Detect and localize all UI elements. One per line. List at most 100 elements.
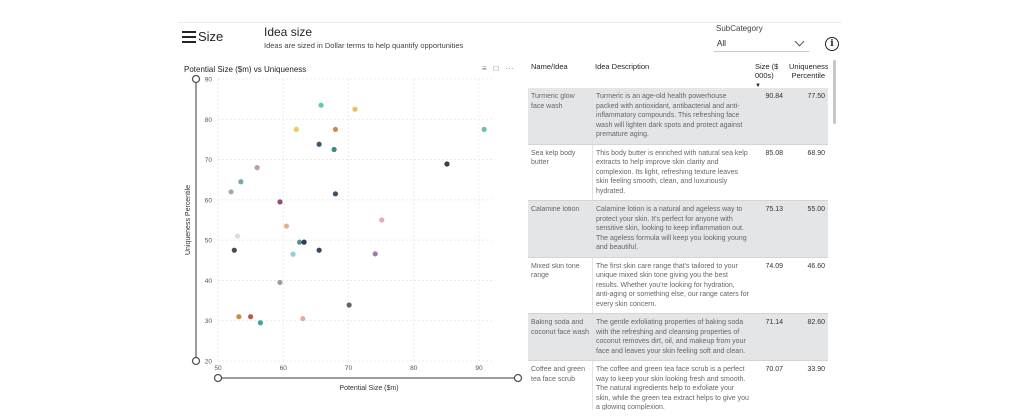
sort-desc-icon: ▼	[755, 83, 761, 89]
subcategory-dropdown[interactable]: All	[714, 36, 809, 52]
y-tick-label: 20	[205, 359, 213, 366]
y-range-slider-handle-bottom[interactable]	[191, 356, 201, 366]
scatter-point[interactable]	[290, 251, 296, 257]
cell-name: Mixed skin tone range	[531, 262, 580, 280]
col-header-name[interactable]: Name/Idea	[531, 62, 568, 71]
col-header-description[interactable]: Idea Description	[595, 62, 650, 71]
chart-grid	[217, 78, 492, 362]
table-scrollbar[interactable]	[833, 60, 836, 124]
table-header: Name/Idea Idea Description Size ($ 000s)…	[528, 58, 828, 91]
table-row[interactable]: Coffee and green tea face scrub The coffe…	[528, 361, 828, 410]
ideas-table: Name/Idea Idea Description Size ($ 000s)…	[528, 58, 828, 410]
scatter-point[interactable]	[318, 102, 324, 108]
scatter-point[interactable]	[352, 106, 358, 112]
col-header-uniqueness[interactable]: Uniqueness Percentile	[789, 62, 828, 80]
x-range-slider-handle-right[interactable]	[513, 373, 523, 383]
x-tick-label: 80	[410, 365, 418, 372]
info-icon[interactable]: i	[825, 37, 839, 51]
cell-name: Turmeric glow face wash	[531, 93, 575, 110]
subcategory-value: All	[717, 39, 726, 48]
nav-menu[interactable]: Size	[182, 29, 223, 44]
cell-description: This body butter is enriched with natura…	[592, 144, 752, 200]
scatter-points	[228, 102, 487, 326]
x-tick-label: 50	[214, 365, 222, 372]
scatter-point[interactable]	[228, 189, 234, 195]
scatter-point[interactable]	[372, 251, 378, 257]
scatter-point[interactable]	[316, 247, 322, 253]
y-tick-label: 60	[205, 197, 213, 204]
y-tick-label: 70	[205, 157, 213, 164]
x-axis-label: Potential Size ($m)	[339, 385, 398, 392]
col-header-size[interactable]: Size ($ 000s) ▼	[752, 62, 786, 91]
scatter-point[interactable]	[231, 247, 237, 253]
scatter-point[interactable]	[296, 239, 303, 245]
focus-mode-icon[interactable]: □	[493, 64, 499, 73]
cell-uniqueness: 33.90	[807, 366, 825, 373]
subcategory-label: SubCategory	[716, 24, 763, 33]
nav-label: Size	[198, 29, 224, 44]
cell-name: Sea kelp body butter	[531, 149, 576, 167]
cell-uniqueness: 46.60	[807, 262, 825, 270]
x-tick-label: 60	[280, 365, 288, 372]
cell-name: Calamine lotion	[531, 206, 580, 213]
scatter-point[interactable]	[277, 279, 283, 286]
table-row[interactable]: Mixed skin tone range The first skin care…	[528, 257, 828, 314]
scatter-point[interactable]	[379, 217, 385, 223]
scatter-point[interactable]	[236, 314, 242, 320]
scatter-point[interactable]	[300, 316, 306, 322]
cell-description: Turmeric is an age-old health powerhouse…	[592, 88, 752, 144]
scatter-point[interactable]	[234, 233, 241, 239]
more-options-icon[interactable]: ···	[505, 64, 514, 73]
y-tick-label: 50	[205, 238, 213, 245]
scatter-point[interactable]	[346, 302, 352, 308]
cell-size: 71.14	[765, 319, 783, 326]
cell-size: 75.13	[765, 206, 783, 213]
cell-name: Baking soda and coconut face wash	[531, 319, 589, 336]
page-subtitle: Ideas are sized in Dollar terms to help …	[264, 41, 464, 50]
scatter-point[interactable]	[283, 223, 290, 229]
y-tick-label: 80	[205, 117, 213, 124]
y-axis-label: Uniqueness Percentile	[185, 185, 192, 255]
cell-description: The first skin care range that's tailore…	[592, 257, 752, 313]
scatter-point[interactable]	[248, 314, 254, 320]
scatter-point[interactable]	[316, 141, 322, 147]
scatter-point[interactable]	[301, 239, 307, 245]
scatter-point[interactable]	[293, 126, 299, 132]
scatter-point[interactable]	[331, 146, 337, 153]
chart-title: Potential Size ($m) vs Uniqueness	[184, 65, 307, 74]
cell-uniqueness: 68.90	[807, 149, 825, 157]
scatter-point[interactable]	[481, 126, 487, 132]
scatter-point[interactable]	[444, 161, 450, 167]
scatter-point[interactable]	[238, 179, 244, 185]
table-row[interactable]: Turmeric glow face wash Turmeric is an ag…	[528, 88, 828, 145]
top-divider	[178, 22, 842, 23]
cell-description: The coffee and green tea face scrub is a…	[592, 361, 752, 410]
scatter-point[interactable]	[254, 165, 260, 171]
cell-size: 90.84	[765, 93, 783, 100]
table-row[interactable]: Baking soda and coconut face wash The gen…	[528, 314, 828, 361]
y-tick-label: 30	[205, 318, 213, 325]
x-tick-label: 90	[475, 365, 483, 372]
scatter-point[interactable]	[277, 199, 283, 205]
col-header-size-label: Size ($ 000s)	[755, 62, 779, 80]
chart-toolbar: ≡ □ ···	[482, 64, 514, 73]
filter-icon[interactable]: ≡	[482, 64, 487, 73]
scatter-point[interactable]	[332, 191, 339, 197]
hamburger-menu-icon[interactable]	[182, 30, 196, 43]
scatter-point[interactable]	[332, 126, 339, 132]
cell-size: 74.09	[765, 262, 783, 270]
table-body: Turmeric glow face wash Turmeric is an ag…	[528, 88, 828, 410]
y-range-slider-handle-top[interactable]	[191, 74, 201, 84]
table-row[interactable]: Calamine lotion Calamine lotion is a natu…	[528, 201, 828, 258]
cell-uniqueness: 55.00	[807, 206, 825, 213]
cell-uniqueness: 77.50	[807, 93, 825, 100]
cell-description: The gentle exfoliating properties of bak…	[592, 314, 752, 360]
table-row[interactable]: Sea kelp body butter This body butter is …	[528, 144, 828, 201]
cell-description: Calamine lotion is a natural and ageless…	[592, 201, 752, 257]
cell-name: Coffee and green tea face scrub	[531, 366, 585, 383]
page-title: Idea size	[264, 25, 313, 39]
x-range-slider-handle-left[interactable]	[213, 373, 223, 383]
y-axis-ticks: 20 30 40 50 60 70 80 90	[205, 77, 213, 366]
scatter-point[interactable]	[257, 320, 264, 326]
y-tick-label: 40	[205, 278, 213, 285]
